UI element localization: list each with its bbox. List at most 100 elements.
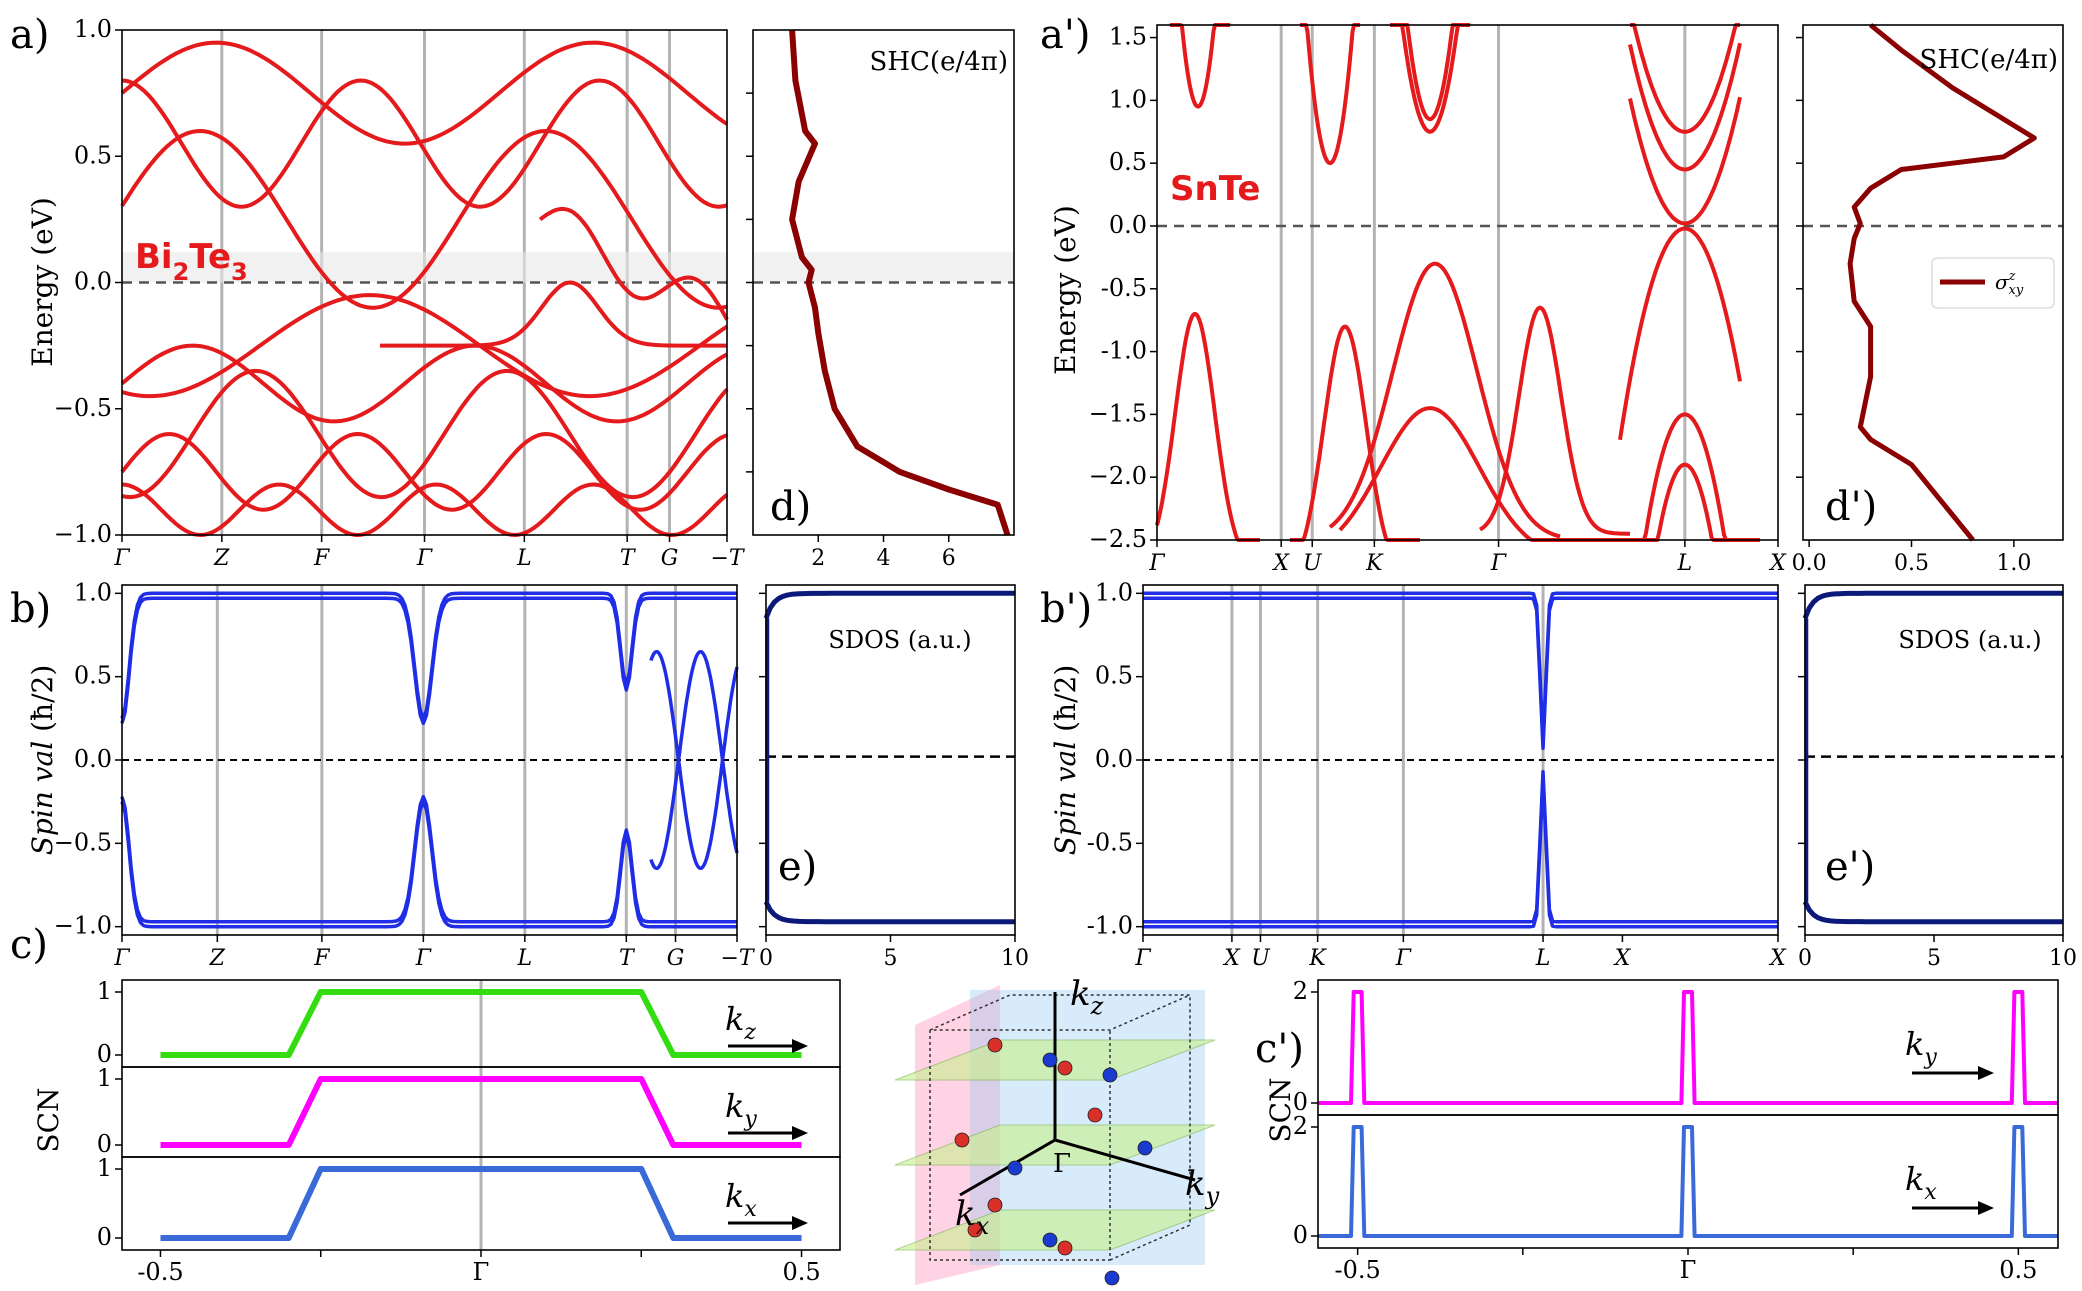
y-tick-label: 0.0 bbox=[1109, 211, 1147, 239]
x-tick-label: X bbox=[1222, 946, 1241, 971]
x-tick-label: Γ bbox=[1134, 946, 1151, 971]
y-tick-label: -1.0 bbox=[1101, 337, 1147, 365]
panel-label: d') bbox=[1825, 484, 1877, 530]
x-tick-label: X bbox=[1768, 551, 1787, 576]
ky-axis bbox=[1054, 1138, 1196, 1182]
k-arrowhead bbox=[792, 1126, 808, 1140]
spin-line bbox=[1143, 596, 1778, 751]
legend-label: σz xy bbox=[1995, 269, 2024, 298]
atom-blue bbox=[1137, 1140, 1153, 1156]
gap-shade bbox=[122, 252, 727, 283]
band-line bbox=[1618, 226, 1742, 441]
scn-line bbox=[1318, 1125, 2058, 1238]
band-line bbox=[1629, 23, 1741, 134]
band-line bbox=[1628, 96, 1742, 226]
y-tick-label: 0.0 bbox=[1095, 745, 1133, 773]
sdos-curve bbox=[1802, 590, 2063, 620]
panel-label: a') bbox=[1040, 12, 1090, 58]
scn-line bbox=[160, 989, 802, 1058]
x-tick-label: −T bbox=[710, 546, 745, 571]
legend-label-part: z bbox=[2008, 269, 2016, 284]
bz-axis-sub: x bbox=[976, 1212, 990, 1240]
panel-label: a) bbox=[10, 12, 49, 58]
bz-axis-label: kz bbox=[1070, 974, 1104, 1020]
y-axis-label: Spin val (ħ/2) bbox=[26, 665, 59, 856]
y-tick-label: 1 bbox=[97, 1064, 112, 1092]
material-label-part: 3 bbox=[231, 258, 248, 286]
x-tick-label: L bbox=[1677, 551, 1693, 576]
x-tick-label: -0.5 bbox=[137, 1258, 183, 1286]
band-line bbox=[1169, 23, 1231, 109]
y-tick-label: −1.0 bbox=[54, 912, 112, 940]
panel-label: e) bbox=[778, 844, 817, 890]
k-label: ky bbox=[1905, 1025, 1937, 1070]
k-label-sub: y bbox=[743, 1107, 757, 1132]
x-tick-label: 0 bbox=[1798, 946, 1812, 971]
gap-shade bbox=[753, 252, 1014, 283]
y-tick-label: 0 bbox=[97, 1130, 112, 1158]
y-tick-label: 0 bbox=[97, 1223, 112, 1251]
x-tick-label: 10 bbox=[1001, 946, 1029, 971]
frames-layer bbox=[115, 24, 2064, 1257]
x-tick-label: −T bbox=[720, 946, 755, 971]
y-tick-label: −0.5 bbox=[54, 828, 112, 856]
x-tick-label: Γ bbox=[1490, 551, 1507, 576]
scn-line bbox=[1318, 990, 2058, 1105]
material-label-part: Te bbox=[189, 237, 231, 277]
x-tick-label: 0.5 bbox=[1999, 1256, 2037, 1284]
y-tick-label: 1.0 bbox=[74, 578, 112, 606]
x-tick-label: T bbox=[620, 546, 637, 571]
band-line bbox=[121, 293, 729, 399]
x-tick-label: Γ bbox=[113, 946, 130, 971]
scn-frame bbox=[1317, 1114, 2059, 1249]
k-label-sub: y bbox=[1923, 1045, 1937, 1070]
y-axis-label: SCN bbox=[1264, 1077, 1297, 1142]
panel-label: c) bbox=[10, 922, 48, 968]
y-tick-label: −2.5 bbox=[1089, 525, 1147, 553]
sdos-curve bbox=[763, 590, 1015, 620]
y-tick-label: 0 bbox=[97, 1040, 112, 1068]
band-line bbox=[1600, 412, 1760, 542]
x-tick-label: Z bbox=[213, 546, 230, 571]
shc-label: SHC(e/4π) bbox=[870, 47, 1008, 77]
spin-line bbox=[120, 794, 737, 924]
legend-label-part: σ bbox=[1995, 270, 2010, 294]
material-label-part: Bi bbox=[135, 237, 173, 277]
y-tick-label: 0.5 bbox=[1095, 662, 1133, 690]
x-tick-label: G bbox=[661, 546, 679, 571]
y-tick-label: 1 bbox=[97, 1154, 112, 1182]
x-tick-label: 0.0 bbox=[1792, 551, 1827, 576]
panel-label: d) bbox=[770, 484, 811, 530]
x-tick-label: L bbox=[1535, 946, 1551, 971]
y-tick-label: 1.0 bbox=[1109, 85, 1147, 113]
sdos-curve bbox=[763, 900, 1015, 925]
k-label: kx bbox=[725, 1177, 757, 1222]
grid-layer bbox=[122, 25, 1687, 1250]
panel-label: e') bbox=[1825, 844, 1875, 890]
atom-red bbox=[987, 1037, 1003, 1053]
k-label-sub: x bbox=[744, 1197, 757, 1222]
band-line bbox=[121, 368, 729, 500]
x-tick-label: 0.5 bbox=[782, 1258, 820, 1286]
x-tick-label: Γ bbox=[473, 1258, 490, 1286]
x-tick-label: K bbox=[1365, 551, 1384, 576]
bz-edge bbox=[929, 1030, 1111, 1261]
band-line bbox=[380, 280, 727, 348]
x-tick-label: Z bbox=[209, 946, 226, 971]
atom-red bbox=[967, 1222, 983, 1238]
atom-blue bbox=[1007, 1160, 1023, 1176]
sdos-curve bbox=[1802, 900, 2063, 925]
atom-red bbox=[1087, 1107, 1103, 1123]
y-tick-label: 1.5 bbox=[1109, 23, 1147, 51]
y-tick-label: 0 bbox=[1293, 1221, 1308, 1249]
shc-curve bbox=[789, 29, 1011, 536]
x-tick-label: U bbox=[1251, 946, 1271, 971]
scn-line bbox=[160, 1166, 802, 1241]
legend-box bbox=[1931, 257, 2055, 309]
bz-gamma-label: Γ bbox=[1053, 1149, 1071, 1179]
x-tick-label: K bbox=[1308, 946, 1327, 971]
y-tick-label: -1.0 bbox=[1087, 912, 1133, 940]
atom-blue bbox=[1104, 1270, 1120, 1286]
band-line bbox=[120, 129, 728, 310]
